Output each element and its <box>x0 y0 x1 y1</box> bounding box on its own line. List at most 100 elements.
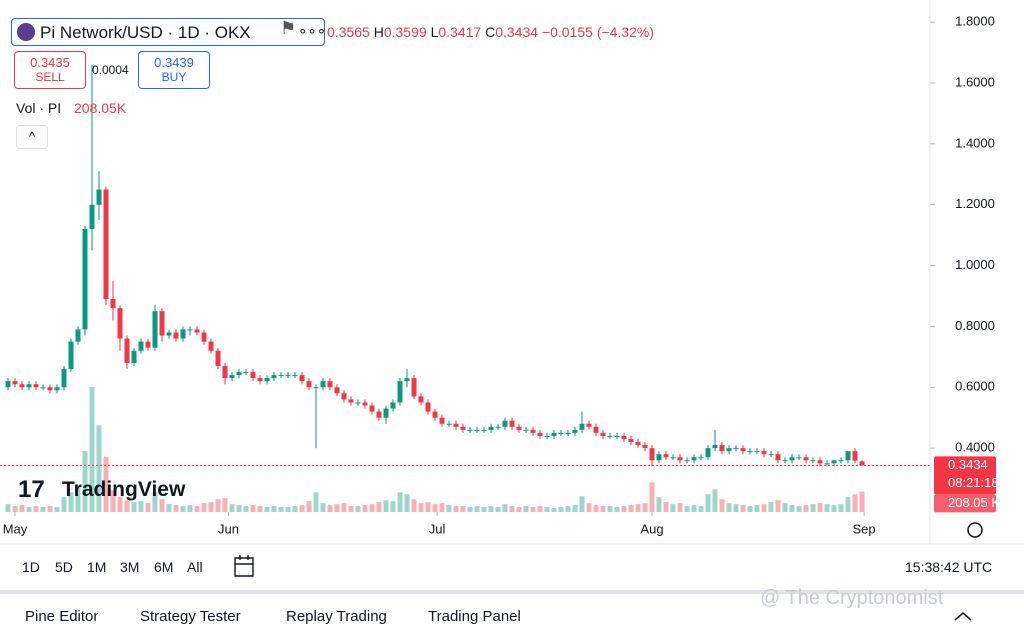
candle-body <box>173 332 179 339</box>
candle-body <box>677 457 683 461</box>
y-tick-label: 1.8000 <box>955 14 995 29</box>
volume-bar <box>285 507 291 512</box>
collapse-button[interactable]: ^ <box>16 125 48 149</box>
candle-body <box>719 445 725 452</box>
volume-bar <box>201 503 207 512</box>
candle-body <box>789 457 795 461</box>
price-tag <box>934 456 996 495</box>
volume-bar <box>187 505 193 512</box>
candle-body <box>201 332 207 342</box>
candle-body <box>243 372 249 374</box>
candle-body <box>432 411 438 418</box>
volume-bar <box>656 497 662 512</box>
volume-bar <box>173 505 179 512</box>
volume-bar <box>40 507 46 512</box>
volume-bar <box>103 456 109 512</box>
buy-price: 0.3439 <box>154 55 194 70</box>
candle-body <box>747 451 753 453</box>
menu[interactable]: ∘∘∘ <box>298 23 327 40</box>
logo: TradingView <box>62 478 186 501</box>
candle-body <box>383 408 389 418</box>
x-tick-label: Aug <box>640 521 663 536</box>
candle-body <box>397 381 403 403</box>
interval[interactable]: 6M <box>154 559 174 575</box>
candle-body <box>362 402 368 406</box>
buy-button[interactable]: 0.3439 BUY <box>138 51 210 89</box>
candle-body <box>698 457 704 459</box>
bottom-tab[interactable]: Replay Trading <box>286 608 387 625</box>
symbol-title: Pi Network/USD · 1D · OKX <box>40 23 251 42</box>
interval[interactable]: All <box>187 559 203 575</box>
volume-bar <box>460 506 466 512</box>
volume-bar <box>761 504 767 512</box>
volume-bar <box>47 506 53 512</box>
volume-bar <box>292 506 298 512</box>
candle-body <box>222 365 228 379</box>
candle-body <box>187 329 193 331</box>
candle-body <box>194 329 200 333</box>
candle-body <box>572 429 578 433</box>
volume-bar <box>635 504 641 512</box>
y-tick-label: 1.2000 <box>955 196 995 211</box>
volume-bar <box>257 506 263 512</box>
candle-body <box>516 426 522 430</box>
candle-body <box>467 429 473 431</box>
candle-body <box>691 457 697 461</box>
candle-body <box>33 384 39 388</box>
volume-bar <box>712 489 718 512</box>
interval[interactable]: 5D <box>55 559 73 575</box>
symbol-box[interactable]: Pi Network/USD · 1D · OKX ⚑ ∘∘∘ <box>11 18 327 46</box>
candle-body <box>131 350 137 363</box>
volume-tag-value: 208.05 K <box>948 495 1000 510</box>
volume-bar <box>145 503 151 512</box>
interval[interactable]: 3M <box>120 559 140 575</box>
volume-bar <box>565 506 571 512</box>
candle-body <box>264 378 270 382</box>
candle-body <box>355 402 361 404</box>
symbol-icon <box>17 23 35 41</box>
volume-bar <box>859 491 865 512</box>
interval[interactable]: 1M <box>87 559 107 575</box>
candle-body <box>103 189 109 300</box>
bottom-tab[interactable]: Strategy Tester <box>140 608 241 625</box>
candle-body <box>775 454 781 461</box>
candle-body <box>649 448 655 461</box>
candle-body <box>166 332 172 336</box>
high-value: 0.3599 <box>383 24 427 40</box>
sell-button[interactable]: 0.3435 SELL <box>14 51 86 89</box>
candle-body <box>12 381 18 385</box>
settings-icon[interactable] <box>967 522 983 538</box>
candle-body <box>614 435 620 437</box>
candle-body <box>803 457 809 461</box>
candle-body <box>593 426 599 433</box>
date-range-icon[interactable] <box>234 555 254 577</box>
volume-bar <box>467 507 473 512</box>
volume-bar <box>404 494 410 512</box>
candle-body <box>460 426 466 430</box>
candle-body <box>110 299 116 309</box>
watermark: @ The Cryptonomist <box>760 587 944 609</box>
bottom-tab[interactable]: Trading Panel <box>428 608 521 625</box>
candle-body <box>306 381 312 388</box>
volume-bar <box>768 502 774 512</box>
candle-body <box>152 311 158 348</box>
candle-body <box>810 460 816 462</box>
y-tick-label: 1.4000 <box>955 135 995 150</box>
volume-bar <box>817 503 823 512</box>
volume-bar <box>208 502 214 512</box>
low-letter: L <box>430 24 439 40</box>
volume-bar <box>250 505 256 512</box>
interval[interactable]: 1D <box>22 559 40 575</box>
flag-icon[interactable]: ⚑ <box>280 18 297 38</box>
volume-bar <box>593 505 599 512</box>
candle-body <box>586 423 592 427</box>
candle-body <box>845 451 851 461</box>
candle-body <box>621 435 627 439</box>
candle-body <box>761 451 767 455</box>
volume-bar <box>733 504 739 512</box>
candle-body <box>740 448 746 452</box>
candle-body <box>733 448 739 450</box>
collapse-icon[interactable] <box>954 612 972 621</box>
candle-body <box>642 445 648 449</box>
bottom-tab[interactable]: Pine Editor <box>25 608 99 625</box>
